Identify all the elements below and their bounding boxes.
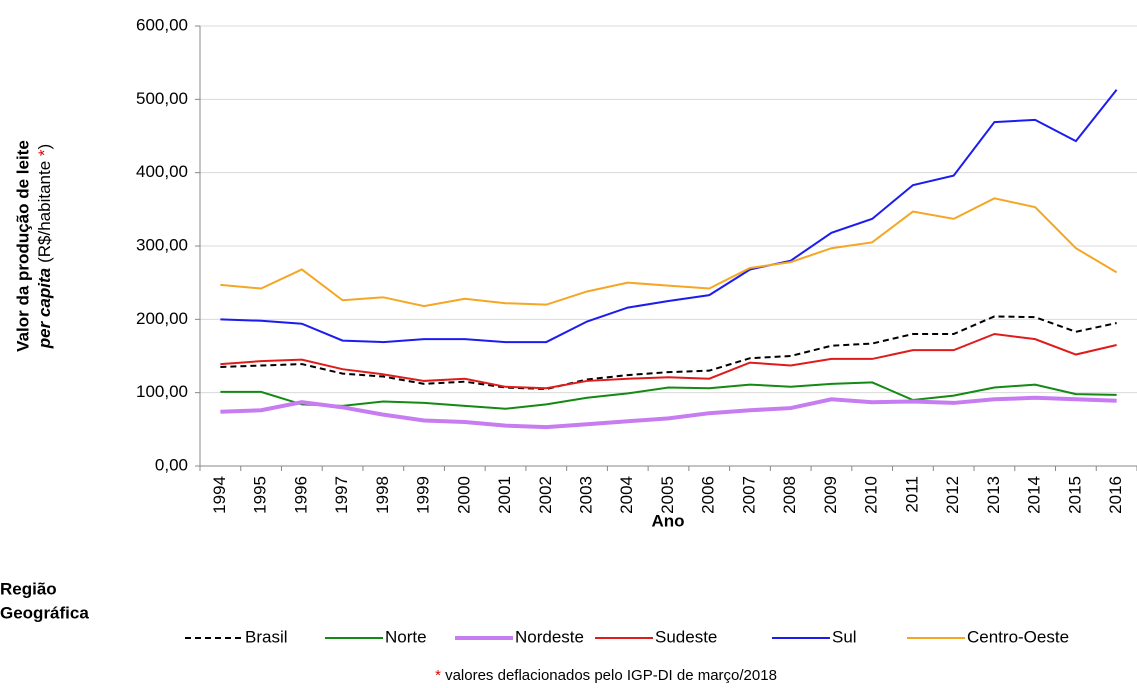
- x-tick-label: 1999: [414, 476, 433, 514]
- y-tick-label: 100,00: [136, 382, 188, 401]
- footnote-asterisk: *: [435, 667, 441, 684]
- x-tick-label: 2012: [943, 476, 962, 514]
- legend-label: Nordeste: [515, 627, 584, 646]
- x-tick-label: 1998: [373, 476, 392, 514]
- x-tick-label: 1997: [332, 476, 351, 514]
- legend-label: Sul: [832, 627, 857, 646]
- x-tick-label: 2001: [495, 476, 514, 514]
- x-tick-label: 2014: [1025, 476, 1044, 514]
- y-tick-label: 0,00: [155, 455, 188, 474]
- x-tick-label: 2006: [699, 476, 718, 514]
- x-tick-label: 2005: [658, 476, 677, 514]
- y-tick-label: 500,00: [136, 89, 188, 108]
- y-axis-label-line2: per capita (R$/habitante *): [35, 144, 54, 349]
- x-tick-label: 2011: [902, 476, 921, 513]
- legend-label: Centro-Oeste: [967, 627, 1069, 646]
- x-tick-label: 2002: [536, 476, 555, 514]
- y-tick-label: 600,00: [136, 15, 188, 34]
- x-tick-label: 2007: [739, 476, 758, 514]
- x-tick-label: 2004: [617, 476, 636, 514]
- x-tick-label: 2003: [577, 476, 596, 514]
- x-axis-label: Ano: [651, 511, 684, 530]
- y-axis-label-close: ): [35, 144, 54, 150]
- footnote: * valores deflacionados pelo IGP-DI de m…: [435, 667, 777, 684]
- x-tick-label: 2008: [780, 476, 799, 514]
- x-tick-label: 2015: [1065, 476, 1084, 514]
- series-line: [220, 315, 1117, 391]
- x-tick-label: 2013: [984, 476, 1003, 514]
- x-tick-label: 1996: [291, 476, 310, 514]
- legend-label: Sudeste: [655, 627, 717, 646]
- series-line: [220, 89, 1118, 344]
- series-line: [220, 395, 1117, 430]
- x-tick-label: 1995: [251, 476, 270, 514]
- x-tick-label: 1994: [210, 476, 229, 514]
- y-tick-label: 400,00: [136, 162, 188, 181]
- x-tick-label: 2010: [862, 476, 881, 514]
- series-line: [220, 332, 1117, 390]
- y-axis-label-unit: (R$/habitante: [35, 156, 54, 263]
- y-axis-label-italic: per capita: [35, 268, 54, 349]
- series-line: [220, 197, 1118, 308]
- x-tick-label: 2016: [1106, 476, 1125, 514]
- legend-label: Brasil: [245, 627, 288, 646]
- y-tick-label: 200,00: [136, 309, 188, 328]
- series-line: [220, 381, 1117, 410]
- legend-title: Geográfica: [0, 603, 89, 622]
- y-axis-label-asterisk: *: [35, 149, 54, 156]
- legend-label: Norte: [385, 627, 427, 646]
- footnote-text: valores deflacionados pelo IGP-DI de mar…: [445, 667, 777, 684]
- x-tick-label: 2009: [821, 476, 840, 514]
- legend-title: Região: [0, 579, 57, 598]
- y-tick-label: 300,00: [136, 235, 188, 254]
- y-axis-label: Valor da produção de leite: [13, 140, 32, 352]
- x-tick-label: 2000: [454, 476, 473, 514]
